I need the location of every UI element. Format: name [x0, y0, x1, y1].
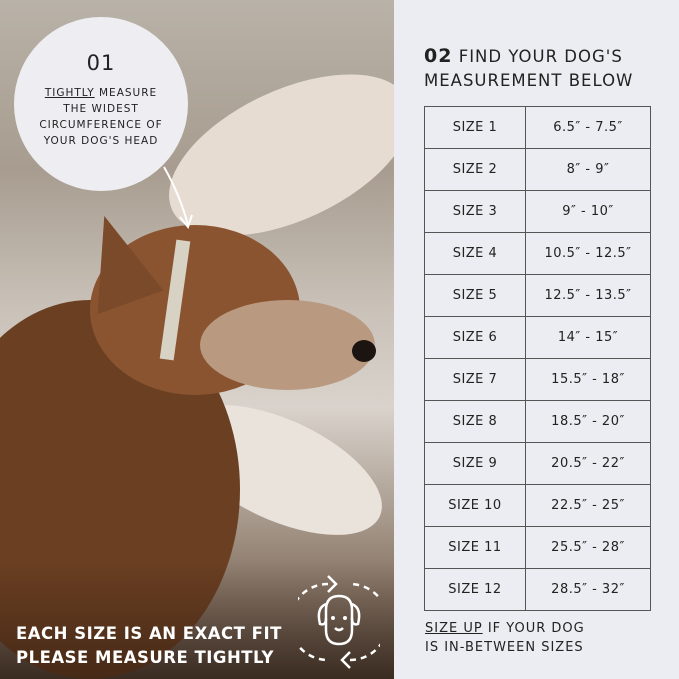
size-range: 8″ - 9″ — [525, 148, 651, 191]
dog-photo — [0, 0, 394, 679]
size-label: SIZE 4 — [424, 232, 526, 275]
step2-title-line1: FIND YOUR DOG'S — [458, 47, 623, 66]
size-range: 15.5″ - 18″ — [525, 358, 651, 401]
size-range: 9″ - 10″ — [525, 190, 651, 233]
dog-nose — [352, 340, 376, 362]
step1-line2: THE WIDEST — [63, 103, 139, 115]
size-range: 12.5″ - 13.5″ — [525, 274, 651, 317]
note-line2: IS IN-BETWEEN SIZES — [425, 640, 584, 655]
step1-line4: YOUR DOG'S HEAD — [43, 135, 159, 147]
step1-line3: CIRCUMFERENCE OF — [39, 119, 163, 131]
step2-heading: 02 FIND YOUR DOG'S MEASUREMENT BELOW — [424, 44, 633, 93]
note-emphasis: SIZE UP — [425, 621, 483, 636]
dog-head-rotate-icon — [298, 575, 380, 669]
table-row: SIZE 7 15.5″ - 18″ — [424, 358, 651, 401]
step2-title-line2: MEASUREMENT BELOW — [424, 71, 634, 90]
table-row: SIZE 8 18.5″ - 20″ — [424, 400, 651, 443]
size-label: SIZE 11 — [424, 526, 526, 569]
table-row: SIZE 9 20.5″ - 22″ — [424, 442, 651, 485]
size-range: 22.5″ - 25″ — [525, 484, 651, 527]
size-range: 28.5″ - 32″ — [525, 568, 651, 611]
size-range: 20.5″ - 22″ — [525, 442, 651, 485]
table-row: SIZE 1 6.5″ - 7.5″ — [424, 106, 651, 149]
footer-line1: EACH SIZE IS AN EXACT FIT — [16, 624, 282, 643]
step1-callout: 01 TIGHTLY MEASURE THE WIDEST CIRCUMFERE… — [14, 17, 188, 191]
size-label: SIZE 7 — [424, 358, 526, 401]
size-label: SIZE 6 — [424, 316, 526, 359]
size-label: SIZE 10 — [424, 484, 526, 527]
footer-line2: PLEASE MEASURE TIGHTLY — [16, 648, 274, 667]
table-row: SIZE 2 8″ - 9″ — [424, 148, 651, 191]
table-row: SIZE 12 28.5″ - 32″ — [424, 568, 651, 611]
table-row: SIZE 11 25.5″ - 28″ — [424, 526, 651, 569]
size-range: 18.5″ - 20″ — [525, 400, 651, 443]
note-line1: IF YOUR DOG — [482, 621, 585, 636]
size-label: SIZE 5 — [424, 274, 526, 317]
table-row: SIZE 5 12.5″ - 13.5″ — [424, 274, 651, 317]
size-range: 25.5″ - 28″ — [525, 526, 651, 569]
step1-text: TIGHTLY MEASURE THE WIDEST CIRCUMFERENCE… — [14, 85, 188, 149]
size-chart-panel: 02 FIND YOUR DOG'S MEASUREMENT BELOW SIZ… — [394, 0, 679, 679]
size-label: SIZE 2 — [424, 148, 526, 191]
photo-shade — [0, 560, 394, 679]
size-table: SIZE 1 6.5″ - 7.5″ SIZE 2 8″ - 9″ SIZE 3 9″ -… — [424, 106, 651, 611]
exact-fit-message: EACH SIZE IS AN EXACT FIT PLEASE MEASURE… — [16, 622, 282, 670]
size-range: 14″ - 15″ — [525, 316, 651, 359]
table-row: SIZE 6 14″ - 15″ — [424, 316, 651, 359]
step1-emphasis: TIGHTLY — [44, 87, 95, 99]
step1-line1: MEASURE — [94, 87, 158, 99]
step1-number: 01 — [86, 51, 116, 75]
table-row: SIZE 4 10.5″ - 12.5″ — [424, 232, 651, 275]
pointer-arrow-icon — [163, 166, 193, 230]
table-row: SIZE 10 22.5″ - 25″ — [424, 484, 651, 527]
size-label: SIZE 12 — [424, 568, 526, 611]
step2-number: 02 — [424, 45, 453, 67]
size-range: 6.5″ - 7.5″ — [525, 106, 651, 149]
size-up-note: SIZE UP IF YOUR DOG IS IN-BETWEEN SIZES — [425, 619, 585, 657]
size-range: 10.5″ - 12.5″ — [525, 232, 651, 275]
size-label: SIZE 9 — [424, 442, 526, 485]
table-row: SIZE 3 9″ - 10″ — [424, 190, 651, 233]
size-label: SIZE 8 — [424, 400, 526, 443]
size-label: SIZE 1 — [424, 106, 526, 149]
size-label: SIZE 3 — [424, 190, 526, 233]
dog-snout — [200, 300, 375, 390]
